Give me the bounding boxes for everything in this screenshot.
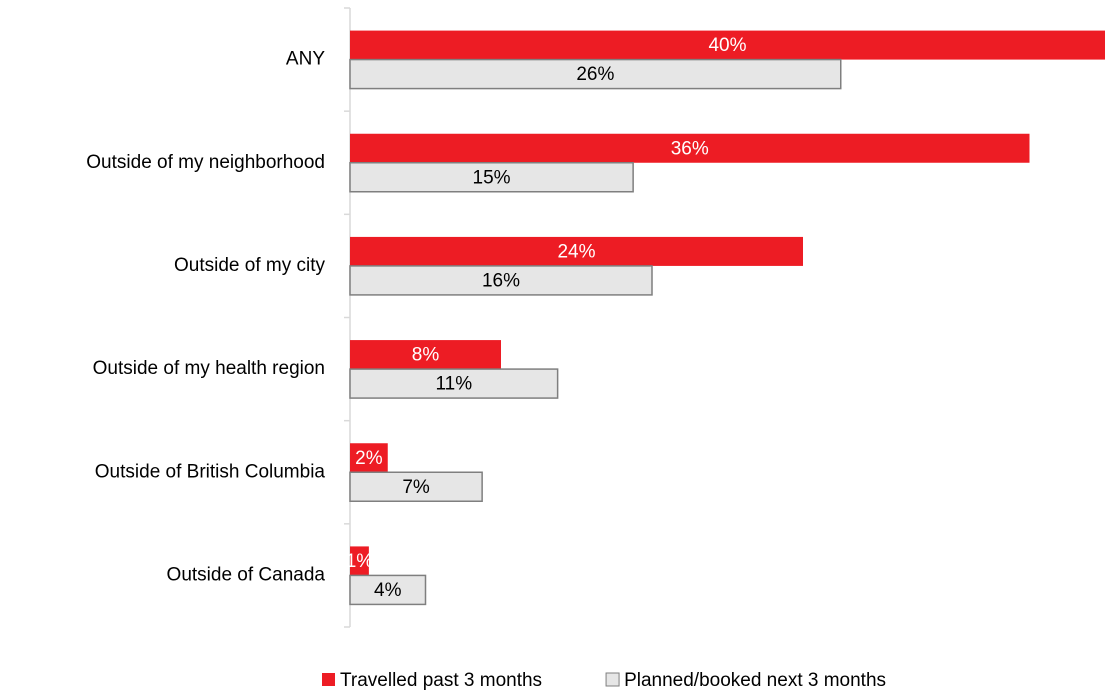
value-label: 40%: [708, 35, 746, 56]
y-tick-label: Outside of my health region: [93, 358, 325, 379]
bar: [349, 574, 427, 606]
value-label: 16%: [482, 270, 520, 291]
value-label: 36%: [671, 138, 709, 159]
y-tick-label: ANY: [286, 49, 325, 70]
value-label: 7%: [402, 477, 430, 498]
y-tick-label: Outside of British Columbia: [95, 461, 326, 482]
bar: [349, 58, 842, 90]
bar: [350, 546, 369, 576]
bar: [349, 471, 483, 502]
bar: [349, 162, 634, 193]
y-tick-label: Outside of my neighborhood: [86, 152, 325, 173]
value-label: 24%: [557, 241, 595, 262]
legend-swatch: [322, 673, 335, 686]
bar: [350, 30, 1105, 60]
value-label: 11%: [436, 374, 473, 395]
bar: [350, 133, 1030, 163]
bar: [349, 368, 559, 399]
bar: [349, 265, 653, 296]
legend-swatch: [605, 672, 620, 687]
bar: [350, 340, 501, 370]
bar: [350, 236, 803, 266]
y-tick-label: Outside of Canada: [167, 564, 326, 585]
value-label: 8%: [412, 345, 440, 366]
value-label: 4%: [374, 580, 402, 601]
legend-label: Travelled past 3 months: [340, 670, 542, 691]
value-label: 1%: [346, 551, 374, 572]
bar: [350, 443, 388, 473]
legend-label: Planned/booked next 3 months: [624, 670, 886, 691]
y-tick-label: Outside of my city: [174, 255, 325, 276]
value-label: 26%: [576, 64, 614, 85]
value-label: 2%: [355, 448, 383, 469]
value-label: 15%: [473, 167, 511, 188]
